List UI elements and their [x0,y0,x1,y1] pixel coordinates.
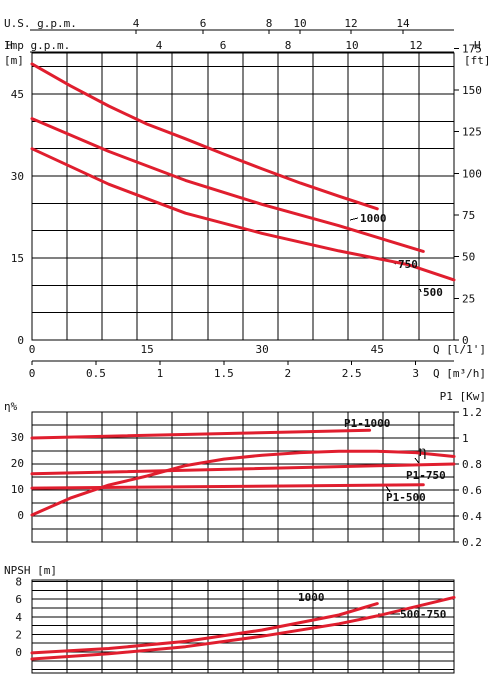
head-right-unit2: [ft] [464,54,490,67]
p1-tick-1: 1 [462,432,469,445]
npsh-tick-0: 0 [15,646,22,659]
head-curve-750 [30,117,425,253]
chart-frames [31,52,455,674]
impgpm-tick-8: 8 [285,39,292,52]
ft-tick-0: 0 [462,334,469,347]
q-axis-label: Q [l/1'] [433,343,486,356]
m3h-tick-2: 2 [284,367,291,380]
impgpm-tick-12: 12 [409,39,422,52]
m3h-tick-3: 3 [412,367,419,380]
q-tick-30: 30 [256,343,269,356]
p1-tick-0.6: 0.6 [462,484,482,497]
q-tick-45: 45 [371,343,384,356]
eta-tick-30: 30 [11,431,24,444]
eta-axis-label: η% [4,400,18,413]
ft-tick-75: 75 [462,209,475,222]
npsh-tick-8: 8 [15,576,22,589]
npsh-tick-2: 2 [15,628,22,641]
ft-tick-50: 50 [462,251,475,264]
npsh-curve-500-750 [30,595,456,661]
eff-chart-frame [31,411,455,543]
head-chart-frame [31,52,455,341]
ft-tick-175: 175 [462,42,482,55]
usgpm-tick-10: 10 [293,17,306,30]
impgpm-tick-6: 6 [220,39,227,52]
m3h-tick-0: 0 [29,367,36,380]
npsh-curve-1000 [30,602,379,655]
head-curve-1000 [30,62,379,211]
npsh-chart-frame [31,579,455,674]
p1-tick-0.2: 0.2 [462,536,482,549]
head-left-unit: H [6,39,13,52]
usgpm-tick-12: 12 [344,17,357,30]
p1-500-leader [385,485,391,493]
npsh-tick-6: 6 [15,593,22,606]
q-tick-0: 0 [29,343,36,356]
m3h-tick-1.5: 1.5 [214,367,234,380]
usgpm-tick-6: 6 [200,17,207,30]
head-series-label-750: 750 [398,258,418,271]
npsh-series-label-1000: 1000 [298,591,325,604]
head-ytick-45: 45 [11,88,24,101]
eta-tick-20: 20 [11,457,24,470]
npsh-axis-label: NPSH [m] [4,564,57,577]
head-ytick-15: 15 [11,252,24,265]
npsh-tick-4: 4 [15,611,22,624]
ft-tick-100: 100 [462,167,482,180]
eff-curve-P1-500 [30,483,425,490]
q-tick-15: 15 [140,343,153,356]
impgpm-tick-10: 10 [345,39,358,52]
p1-500-label: P1-500 [386,491,426,504]
p1-750-label: P1-750 [406,469,446,482]
head-curve-500 [30,147,456,282]
eta-curve-label: η [418,444,426,460]
eff-curve-P1-750 [30,462,456,476]
curve-layer [30,62,456,661]
eta-tick-10: 10 [11,483,24,496]
usgpm-tick-4: 4 [133,17,140,30]
head-left-unit2: [m] [4,54,24,67]
ft-tick-150: 150 [462,84,482,97]
p1-tick-0.4: 0.4 [462,510,482,523]
p1-axis-label: P1 [Kw] [440,390,486,403]
eff-curve-P1-1000 [30,428,372,440]
head-series-label-500: 500 [423,286,443,299]
usgpm-tick-14: 14 [396,17,410,30]
head-ytick-30: 30 [11,170,24,183]
usgpm-axis-label: U.S. g.p.m. [4,17,77,30]
label-layer: U.S. g.p.m.Imp g.p.m.4 6 8 10 12 144 6 8 10 12H[m… [4,17,490,659]
eta-tick-0: 0 [17,509,24,522]
impgpm-tick-4: 4 [156,39,163,52]
p1-tick-1.2: 1.2 [462,406,482,419]
m3h-tick-0.5: 0.5 [86,367,106,380]
ft-tick-125: 125 [462,126,482,139]
m3h-axis-label: Q [m³/h] [433,367,486,380]
m3h-tick-2.5: 2.5 [342,367,362,380]
head-label-leader [419,288,422,293]
npsh-series-label-500-750: 500-750 [400,608,446,621]
head-label-leader [349,217,359,221]
p1-1000-label: P1-1000 [344,417,390,430]
m3h-tick-1: 1 [157,367,164,380]
grid-lines [30,29,459,673]
head-ytick-0: 0 [17,334,24,347]
p1-tick-0.8: 0.8 [462,458,482,471]
ft-tick-25: 25 [462,292,475,305]
impgpm-axis-label: Imp g.p.m. [4,39,70,52]
usgpm-tick-8: 8 [266,17,273,30]
head-series-label-1000: 1000 [360,212,387,225]
head-right-unit: H [474,39,481,52]
